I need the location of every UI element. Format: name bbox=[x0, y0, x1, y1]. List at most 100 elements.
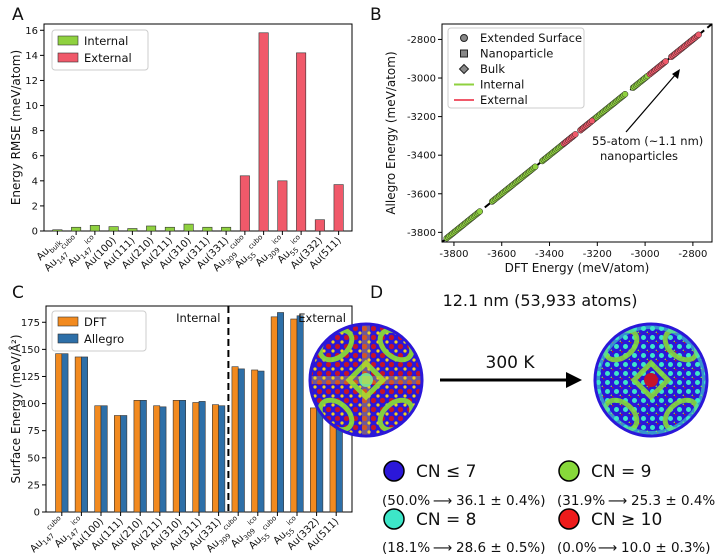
legend-marker-square bbox=[460, 49, 468, 58]
bar-external bbox=[258, 32, 269, 232]
panel-d-title: 12.1 nm (53,933 atoms) bbox=[443, 291, 638, 310]
category-sub: 55 bbox=[246, 251, 258, 263]
cn-legend-item-high: CN ≥ 10 (0.0% ⟶ 10.0 ± 0.3%) bbox=[557, 508, 711, 556]
data-point-external bbox=[572, 131, 579, 138]
bar-external bbox=[333, 184, 344, 232]
nanoparticle-initial-outline bbox=[308, 322, 424, 438]
legend-swatch bbox=[57, 52, 79, 63]
y-tick-label: 175 bbox=[21, 318, 40, 329]
cn-label: CN ≥ 10 bbox=[591, 510, 662, 530]
bar-external bbox=[296, 52, 307, 232]
legend-marker-diamond bbox=[458, 63, 470, 75]
panel-letter-d: D bbox=[370, 283, 383, 303]
axes-frame bbox=[43, 23, 353, 232]
cn-initial-pct: (50.0% bbox=[382, 493, 430, 509]
y-tick-label: -3000 bbox=[407, 74, 436, 85]
bar-external bbox=[277, 180, 288, 232]
category-sup: cubo bbox=[221, 514, 239, 532]
legend-label: Nanoparticle bbox=[480, 47, 553, 61]
data-point-internal bbox=[476, 208, 484, 215]
legend-label: Extended Surface bbox=[480, 31, 582, 45]
x-tick-label: -2800 bbox=[678, 249, 707, 260]
legend-label: Internal bbox=[480, 78, 524, 92]
y-axis-label: Energy RMSE (meV/atom) bbox=[9, 50, 23, 205]
legend-swatch bbox=[57, 333, 79, 344]
x-tick-label: -3400 bbox=[535, 249, 564, 260]
bar-external bbox=[239, 175, 250, 232]
category-sup: ico bbox=[246, 514, 259, 527]
annotation-arrowhead bbox=[672, 69, 680, 79]
nanoparticle-final bbox=[595, 324, 707, 436]
legend-label: Internal bbox=[84, 34, 128, 48]
x-tick-label: -3800 bbox=[439, 249, 468, 260]
y-tick-label: 4 bbox=[32, 176, 38, 187]
bar-dft bbox=[310, 407, 317, 513]
bar-allegro bbox=[257, 370, 265, 513]
y-axis-label: Surface Energy (meV/Å²) bbox=[8, 334, 23, 483]
y-tick-label: 14 bbox=[25, 51, 38, 62]
cn-label: CN = 8 bbox=[416, 510, 476, 530]
panel-c-chart: 0 25 50 75 100 125 150 175 Surface Energy (meV/Å… bbox=[8, 305, 353, 555]
y-tick-label: -2800 bbox=[407, 35, 436, 46]
bar-allegro bbox=[316, 407, 324, 513]
y-axis-label: Allegro Energy (meV/atom) bbox=[384, 51, 398, 214]
cn-color-swatch bbox=[383, 508, 405, 530]
bar-internal bbox=[202, 226, 213, 232]
cn-initial-pct: (31.9% bbox=[557, 493, 605, 509]
cn-initial-pct: (18.1% bbox=[382, 540, 430, 556]
y-tick-label: 125 bbox=[21, 372, 40, 383]
cn-legend-item-eight: CN = 8 (18.1% ⟶ 28.6 ± 0.5%) bbox=[382, 508, 546, 556]
y-tick-label: 10 bbox=[25, 101, 38, 112]
region-label-internal: Internal bbox=[176, 311, 220, 325]
category-sup: cubo bbox=[261, 514, 279, 532]
annotation-line-2: nanoparticles bbox=[600, 149, 678, 163]
bar-internal bbox=[71, 226, 82, 232]
panel-d-figure: 12.1 nm (53,933 atoms) 300 K bbox=[308, 291, 709, 438]
region-label-external: External bbox=[298, 311, 346, 325]
y-tick-label: 8 bbox=[32, 126, 38, 137]
y-tick-label: 25 bbox=[27, 480, 40, 491]
category-sup: cubo bbox=[228, 233, 246, 251]
category-sub: 55 bbox=[284, 527, 296, 539]
temperature-arrow: 300 K bbox=[440, 353, 582, 388]
bar-dft bbox=[231, 366, 239, 513]
bar-dft bbox=[212, 404, 219, 513]
bar-allegro bbox=[277, 312, 284, 513]
legend-box bbox=[447, 27, 585, 109]
bar-internal bbox=[108, 226, 119, 232]
bar-internal bbox=[183, 223, 194, 232]
legend-marker-circle bbox=[460, 34, 468, 42]
bar-internal bbox=[221, 226, 232, 232]
bar-internal bbox=[146, 225, 157, 232]
bar-allegro bbox=[296, 315, 304, 513]
bar-dft bbox=[114, 415, 121, 513]
x-tick-label: -3000 bbox=[631, 249, 660, 260]
cn-legend-item-nine: CN = 9 (31.9% ⟶ 25.3 ± 0.4%) bbox=[557, 460, 716, 509]
cn-legend: CN ≤ 7 (50.0% ⟶ 36.1 ± 0.4%) CN = 9 (31.… bbox=[382, 460, 716, 556]
temperature-label: 300 K bbox=[486, 353, 536, 373]
legend: Internal External bbox=[51, 29, 149, 71]
data-point-internal bbox=[531, 163, 539, 171]
bar-allegro bbox=[120, 415, 128, 513]
y-tick-label: 12 bbox=[25, 76, 38, 87]
bar-dft bbox=[133, 400, 141, 513]
bar-internal bbox=[164, 226, 175, 232]
nanoparticle-initial bbox=[310, 324, 422, 436]
data-point-external bbox=[662, 58, 669, 65]
bar-internal bbox=[89, 225, 100, 232]
y-tick-label: -3600 bbox=[407, 189, 436, 200]
category-sup: cubo bbox=[59, 233, 77, 251]
cn-color-swatch bbox=[558, 508, 580, 530]
bar-allegro bbox=[159, 406, 167, 513]
axes-frame bbox=[441, 23, 713, 243]
nanoparticle-final-outline bbox=[593, 322, 709, 438]
panel-b-chart: -3800 -3600 -3400 -3200 -3000 -2800 -3800 -3600… bbox=[384, 23, 713, 275]
y-tick-label: 2 bbox=[32, 201, 38, 212]
x-tick-label: -3200 bbox=[583, 249, 612, 260]
y-tick-label: -3200 bbox=[407, 112, 436, 123]
category-sup: ico bbox=[285, 514, 298, 527]
category-sup: ico bbox=[83, 233, 96, 246]
category-sub: 55 bbox=[260, 532, 272, 544]
bar-internal bbox=[52, 229, 63, 232]
